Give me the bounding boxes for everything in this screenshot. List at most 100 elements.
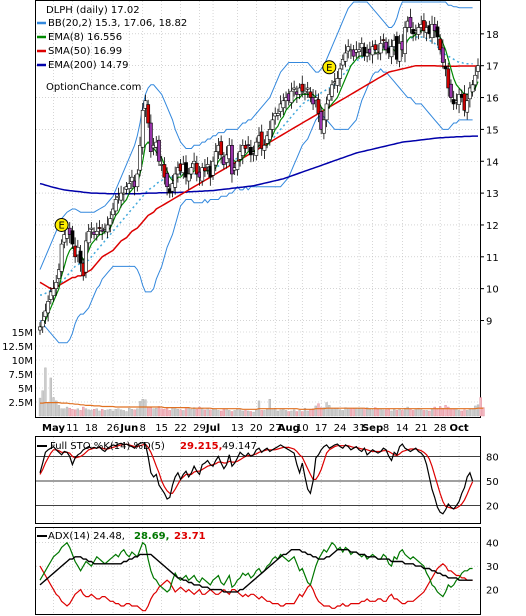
candle-body bbox=[86, 231, 91, 244]
earnings-markers: EE bbox=[54, 60, 337, 232]
volume-bar bbox=[168, 410, 171, 417]
stochastic-panel bbox=[35, 436, 481, 524]
candle-body bbox=[359, 43, 364, 49]
volume-bar bbox=[309, 409, 312, 417]
candle-body bbox=[267, 129, 272, 140]
price-tick-label: 9 bbox=[486, 317, 492, 328]
volume-bar bbox=[228, 410, 231, 417]
volume-bar bbox=[328, 405, 331, 417]
x-tick-label: 18 bbox=[85, 423, 98, 434]
price-candles bbox=[38, 8, 480, 335]
candle-body bbox=[357, 49, 361, 52]
x-tick-label: May bbox=[42, 423, 65, 434]
volume-tick-label: 5M bbox=[18, 384, 33, 395]
candle-body bbox=[281, 100, 286, 109]
volume-bar bbox=[395, 410, 399, 417]
volume-bar bbox=[220, 410, 223, 417]
candle-body bbox=[381, 39, 386, 41]
candle-body bbox=[105, 224, 110, 233]
candle-body bbox=[389, 46, 394, 58]
volume-bar bbox=[411, 410, 415, 417]
volume-bar bbox=[338, 409, 342, 417]
candle-body bbox=[378, 43, 383, 54]
x-tick-label: Sep bbox=[362, 423, 383, 434]
volume-bar bbox=[125, 411, 128, 417]
candle-body bbox=[440, 47, 445, 63]
candle-body bbox=[184, 162, 188, 178]
bb-upper-line bbox=[39, 1, 473, 270]
x-tick-label: 22 bbox=[174, 423, 187, 434]
candle-body bbox=[113, 199, 118, 212]
candle-body bbox=[135, 173, 140, 188]
volume-bar bbox=[265, 409, 269, 417]
volume-bar bbox=[366, 407, 369, 417]
candle-body bbox=[330, 84, 334, 97]
sto-k-line bbox=[39, 441, 474, 515]
volume-bar bbox=[360, 407, 363, 417]
volume-bar bbox=[260, 410, 263, 417]
adx-tick-label: 40 bbox=[486, 539, 499, 550]
volume-bar bbox=[414, 408, 417, 417]
volume-bar bbox=[352, 408, 355, 417]
volume-bar bbox=[55, 400, 58, 417]
candle-body bbox=[165, 173, 169, 188]
volume-bar bbox=[133, 409, 136, 417]
candle-body bbox=[338, 68, 343, 79]
stochastic-lines: 80 50 20 bbox=[36, 441, 499, 515]
volume-bar bbox=[428, 410, 431, 417]
volume-bar bbox=[95, 408, 98, 417]
volume-bar bbox=[192, 407, 196, 417]
volume-bar bbox=[268, 399, 271, 417]
candle-body bbox=[467, 87, 472, 100]
volume-bar bbox=[474, 405, 477, 417]
sto-tick-label: 50 bbox=[486, 477, 499, 488]
candle-body bbox=[211, 160, 215, 176]
candle-body bbox=[40, 320, 45, 328]
volume-bar bbox=[274, 407, 277, 417]
adx-minus-di-line bbox=[39, 563, 473, 612]
volume-bar bbox=[117, 408, 120, 417]
candle-body bbox=[305, 87, 310, 90]
x-tick-label: 24 bbox=[334, 423, 347, 434]
volume-bar bbox=[293, 409, 296, 417]
earnings-marker bbox=[322, 60, 337, 75]
volume-bar bbox=[195, 409, 198, 417]
price-legend: BB(20,2) 15.3, 17.06, 18.82 EMA(8) 16.556… bbox=[37, 18, 187, 71]
volume-bar bbox=[63, 408, 66, 417]
candle-body bbox=[416, 27, 421, 35]
price-tick-label: 13 bbox=[486, 189, 499, 200]
candle-body bbox=[146, 104, 151, 124]
volume-bar bbox=[482, 407, 485, 417]
candle-body bbox=[384, 41, 388, 51]
candle-body bbox=[111, 208, 115, 216]
volume-tick-label: 15M bbox=[12, 328, 33, 339]
price-tick-label: 12 bbox=[486, 221, 499, 232]
candle-body bbox=[376, 52, 380, 55]
price-tick-label: 17 bbox=[486, 62, 499, 73]
legend-entry: EMA(8) 16.556 bbox=[48, 32, 122, 43]
volume-bar bbox=[98, 410, 101, 417]
volume-bar bbox=[357, 408, 361, 417]
x-tick-label: 26 bbox=[107, 423, 120, 434]
candle-body bbox=[43, 310, 48, 317]
volume-bar bbox=[211, 409, 215, 417]
volume-bar bbox=[452, 409, 455, 417]
volume-bar bbox=[368, 409, 371, 417]
volume-bar bbox=[336, 408, 339, 417]
candle-body bbox=[470, 84, 475, 93]
volume-bar bbox=[79, 410, 82, 417]
volume-bar bbox=[349, 407, 353, 417]
volume-average-line bbox=[40, 402, 484, 410]
volume-tick-label: 7.5M bbox=[8, 370, 33, 381]
candle-body bbox=[365, 52, 370, 57]
candle-body bbox=[38, 326, 42, 331]
volume-bar bbox=[236, 409, 239, 417]
sto-k-value: 29.215, bbox=[180, 441, 222, 452]
candle-body bbox=[59, 243, 64, 272]
candle-body bbox=[192, 160, 197, 165]
x-tick-label: 15 bbox=[155, 423, 168, 434]
candle-body bbox=[370, 46, 375, 56]
ema200-line bbox=[39, 135, 478, 195]
volume-bar bbox=[128, 407, 131, 417]
volume-bar bbox=[179, 409, 182, 417]
